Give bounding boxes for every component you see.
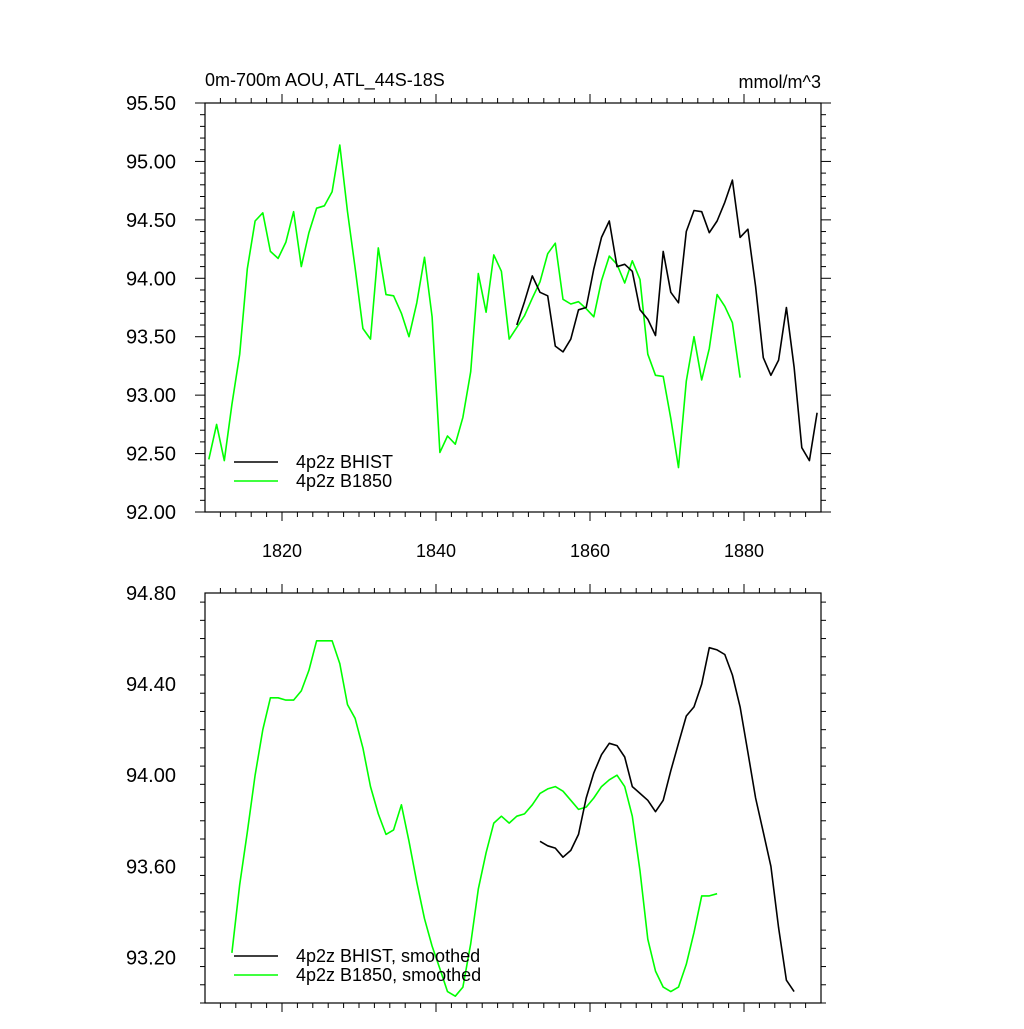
y-tick-label: 95.00 xyxy=(126,151,176,173)
legend-label: 4p2z B1850, smoothed xyxy=(296,965,481,985)
y-tick-label: 94.50 xyxy=(126,210,176,232)
x-tick-label: 1820 xyxy=(262,541,302,561)
chart-title: 0m-700m AOU, ATL_44S-18S xyxy=(205,70,445,91)
y-tick-label: 92.00 xyxy=(126,502,176,524)
y-tick-label: 94.00 xyxy=(126,765,176,787)
y-tick-label: 94.00 xyxy=(126,268,176,290)
y-tick-label: 93.50 xyxy=(126,327,176,349)
legend-label: 4p2z BHIST xyxy=(296,452,393,472)
y-tick-label: 93.00 xyxy=(126,385,176,407)
series-line-1 xyxy=(208,144,741,469)
y-tick-label: 94.80 xyxy=(126,583,176,605)
bottom-panel: 93.20 93.60 94.00 94.40 94.80 4p2z BHIST, smo… xyxy=(126,583,826,1012)
plot-frame xyxy=(204,592,822,1004)
plot-frame xyxy=(204,102,822,513)
x-tick-label: 1840 xyxy=(416,541,456,561)
y-tick-label: 95.50 xyxy=(126,93,176,115)
top-panel: 92.00 92.50 93.00 93.50 94.00 94.50 95.00 95.50… xyxy=(126,70,831,561)
legend-label: 4p2z BHIST, smoothed xyxy=(296,946,480,966)
y-tick-label: 93.20 xyxy=(126,947,176,969)
x-tick-label: 1860 xyxy=(570,541,610,561)
legend-label: 4p2z B1850 xyxy=(296,471,392,491)
series-line-0 xyxy=(539,646,795,993)
y-tick-label: 93.60 xyxy=(126,856,176,878)
series-line-0 xyxy=(516,179,818,462)
y-tick-label: 94.40 xyxy=(126,674,176,696)
x-tick-label: 1880 xyxy=(724,541,764,561)
series-line-1 xyxy=(231,639,718,998)
y-tick-label: 92.50 xyxy=(126,444,176,466)
chart-units: mmol/m^3 xyxy=(739,72,821,92)
